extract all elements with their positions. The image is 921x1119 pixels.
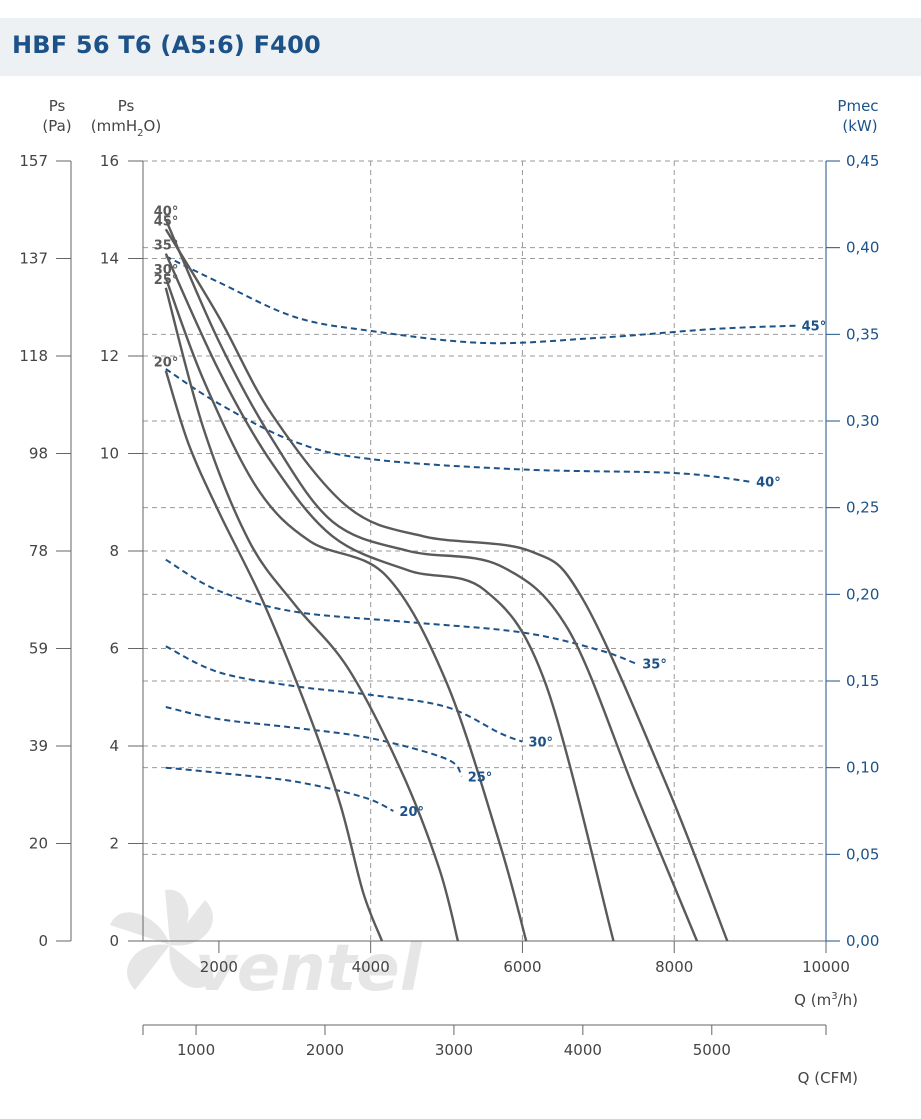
pressure-curve-label: 25° (154, 273, 179, 288)
pressure-curve-label: 35° (154, 239, 179, 254)
ventel-watermark: ventel (110, 889, 423, 1006)
tick-label-mmh2o: 4 (109, 737, 119, 755)
tick-label-kw: 0,20 (846, 585, 879, 603)
pressure-curve-45deg (164, 228, 729, 942)
tick-label-kw: 0,05 (846, 845, 879, 863)
power-curve-label: 40° (756, 476, 781, 491)
power-curve-label: 35° (642, 658, 667, 673)
tick-label-m3h: 8000 (655, 958, 693, 976)
tick-label-pa: 118 (19, 347, 48, 365)
tick-label-m3h: 4000 (352, 958, 390, 976)
tick-label-cfm: 2000 (306, 1041, 344, 1059)
tick-label-m3h: 2000 (200, 958, 238, 976)
axis-label-pmec: Pmec (837, 97, 878, 115)
axis-unit-mmh2o: (mmH2O) (91, 117, 161, 139)
axis-label-q-m3h: Q (m3/h) (794, 991, 858, 1009)
page-title: HBF 56 T6 (A5:6) F400 (12, 31, 321, 59)
tick-label-mmh2o: 0 (109, 932, 119, 950)
tick-label-pa: 59 (29, 640, 48, 658)
tick-label-mmh2o: 14 (100, 250, 119, 268)
power-curve-label: 30° (528, 736, 553, 751)
power-curve-label: 45° (802, 320, 827, 335)
tick-label-pa: 78 (29, 542, 48, 560)
tick-label-kw: 0,25 (846, 499, 879, 517)
tick-label-pa: 39 (29, 737, 48, 755)
power-curve-label: 20° (399, 805, 424, 820)
chart-grid (143, 160, 826, 941)
curve-labels: 20°25°30°35°40°45°20°25°30°35°40°45° (154, 205, 826, 821)
power-curves (165, 255, 796, 812)
tick-label-kw: 0,40 (846, 239, 879, 257)
pressure-curve-30deg (164, 277, 528, 942)
pressure-curve-20deg (164, 370, 384, 942)
pressure-curves (164, 219, 729, 942)
title-bar: HBF 56 T6 (A5:6) F400 (0, 18, 921, 76)
tick-label-pa: 20 (29, 835, 48, 853)
pressure-curve-label: 45° (154, 214, 179, 229)
tick-label-pa: 137 (19, 250, 48, 268)
tick-label-m3h: 6000 (503, 958, 541, 976)
tick-label-kw: 0,45 (846, 152, 879, 170)
power-curve-40deg (165, 368, 751, 483)
pressure-curve-40deg (164, 219, 699, 942)
tick-label-mmh2o: 16 (100, 152, 119, 170)
tick-label-mmh2o: 12 (100, 347, 119, 365)
tick-label-pa: 98 (29, 445, 48, 463)
tick-label-cfm: 1000 (177, 1041, 215, 1059)
tick-label-cfm: 4000 (564, 1041, 602, 1059)
tick-label-kw: 0,30 (846, 412, 879, 430)
tick-label-mmh2o: 8 (109, 542, 119, 560)
tick-label-kw: 0,35 (846, 325, 879, 343)
tick-label-mmh2o: 2 (109, 835, 119, 853)
ventel-wordmark: ventel (195, 932, 423, 1006)
chart-axes: 1571371189878593920016141210864200,450,4… (19, 152, 879, 1059)
pressure-curve-label: 30° (154, 263, 179, 278)
tick-label-pa: 157 (19, 152, 48, 170)
tick-label-kw: 0,00 (846, 932, 879, 950)
axis-label-q-cfm: Q (CFM) (798, 1069, 858, 1087)
power-curve-35deg (165, 558, 637, 665)
axis-unit-kw: (kW) (842, 117, 877, 135)
tick-label-cfm: 5000 (693, 1041, 731, 1059)
tick-label-m3h: 10000 (802, 958, 850, 976)
pressure-curve-label: 40° (154, 205, 179, 220)
tick-label-mmh2o: 10 (100, 445, 119, 463)
tick-label-kw: 0,15 (846, 672, 879, 690)
power-curve-label: 25° (468, 770, 493, 785)
tick-label-mmh2o: 6 (109, 640, 119, 658)
power-curve-25deg (165, 706, 463, 777)
power-curve-45deg (165, 255, 796, 345)
tick-label-pa: 0 (38, 932, 48, 950)
power-curve-20deg (165, 766, 394, 812)
pressure-curve-label: 20° (154, 356, 179, 371)
pressure-curve-35deg (164, 253, 615, 942)
power-curve-30deg (165, 645, 523, 743)
axis-label-ps-pa: Ps (49, 97, 66, 115)
axis-unit-pa: (Pa) (42, 117, 71, 135)
tick-label-cfm: 3000 (435, 1041, 473, 1059)
tick-label-kw: 0,10 (846, 759, 879, 777)
fan-blade-logo (110, 889, 215, 990)
axis-label-ps-mmh2o: Ps (118, 97, 135, 115)
pressure-curve-25deg (164, 287, 460, 942)
